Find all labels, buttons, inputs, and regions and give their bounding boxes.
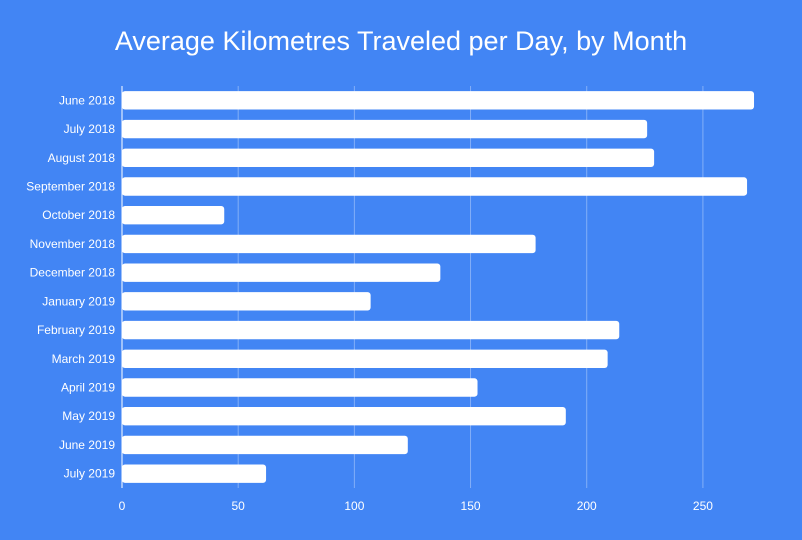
category-label: August 2018 [48, 151, 116, 165]
x-tick-label: 0 [119, 499, 126, 513]
category-label: January 2019 [42, 294, 115, 308]
bar [122, 292, 371, 311]
bar [122, 206, 225, 225]
bar [122, 435, 408, 455]
category-label: June 2018 [59, 93, 115, 107]
bar [122, 148, 655, 167]
category-label: June 2019 [59, 438, 115, 452]
x-tick-label: 100 [344, 499, 364, 513]
bar [122, 464, 267, 483]
category-label: February 2019 [37, 323, 115, 337]
x-tick-label: 200 [577, 499, 597, 513]
bar [122, 177, 748, 196]
category-label: May 2019 [62, 409, 115, 423]
bars [122, 91, 755, 483]
bar [122, 349, 608, 368]
category-label: September 2018 [26, 180, 115, 194]
category-label: July 2019 [64, 467, 116, 481]
bar [122, 378, 478, 397]
x-tick-label: 50 [232, 499, 246, 513]
category-label: November 2018 [30, 237, 116, 251]
category-label: April 2019 [61, 381, 115, 395]
x-tick-labels: 0 50 100 150 200 250 [119, 499, 714, 513]
x-tick-label: 250 [693, 499, 713, 513]
bar [122, 263, 441, 282]
category-labels: June 2018 July 2018 August 2018 September 2… [26, 93, 115, 480]
category-label: March 2019 [52, 352, 116, 366]
category-label: October 2018 [42, 208, 115, 222]
bar [122, 320, 620, 340]
category-label: December 2018 [30, 266, 116, 280]
bar [122, 407, 566, 426]
chart-title: Average Kilometres Traveled per Day, by … [114, 26, 688, 56]
bar [122, 91, 755, 110]
x-tick-label: 150 [461, 499, 481, 513]
category-label: July 2018 [64, 122, 116, 136]
bar [122, 234, 536, 254]
grid-lines [121, 86, 704, 488]
bar [122, 119, 648, 139]
